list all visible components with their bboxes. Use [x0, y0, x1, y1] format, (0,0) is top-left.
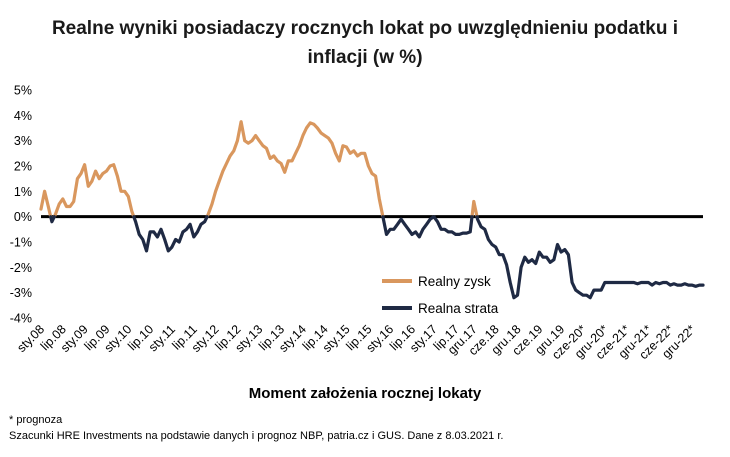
y-tick-label: 0% [14, 210, 32, 224]
chart-title-line-2: inflacji (w %) [307, 47, 423, 68]
y-tick-label: -1% [10, 236, 32, 250]
x-axis-title: Moment założenia rocznej lokaty [248, 385, 482, 402]
series-line-realna-strata [132, 215, 209, 253]
series-line-realny-zysk [470, 199, 479, 219]
y-tick-label: 3% [14, 134, 32, 148]
series-line-realna-strata [475, 215, 705, 300]
series-line-realna-strata [381, 215, 436, 239]
legend-label-realny-zysk: Realny zysk [418, 274, 491, 289]
y-tick-label: 5% [14, 84, 32, 98]
chart-title-line-1: Realne wyniki posiadaczy rocznych lokat … [51, 18, 679, 39]
y-tick-label: 1% [14, 185, 32, 199]
y-tick-label: -4% [10, 312, 32, 326]
series-line-realna-strata [49, 215, 56, 224]
y-tick-label: -2% [10, 261, 32, 275]
chart-title: Realne wyniki posiadaczy rocznych lokat … [0, 14, 730, 72]
chart-lines [39, 120, 705, 300]
series-line-realny-zysk [52, 163, 136, 219]
y-tick-label: 2% [14, 160, 32, 174]
y-axis: 5% 4% 3% 2% 1% 0% -1% -2% -3% -4% [10, 84, 32, 326]
footnote-forecast: * prognoza [9, 414, 63, 426]
footnote-source: Szacunki HRE Investments na podstawie da… [9, 430, 504, 442]
series-line-realna-strata [432, 215, 474, 236]
legend-label-realna-strata: Realna strata [418, 301, 499, 316]
series-line-realny-zysk [39, 189, 53, 219]
legend: Realny zysk Realna strata [382, 274, 499, 316]
x-axis: sty.08lip.08sty.09lip.09sty.10lip.10sty.… [14, 322, 698, 362]
series-line-realny-zysk [205, 120, 385, 219]
y-tick-label: -3% [10, 286, 32, 300]
y-tick-label: 4% [14, 109, 32, 123]
